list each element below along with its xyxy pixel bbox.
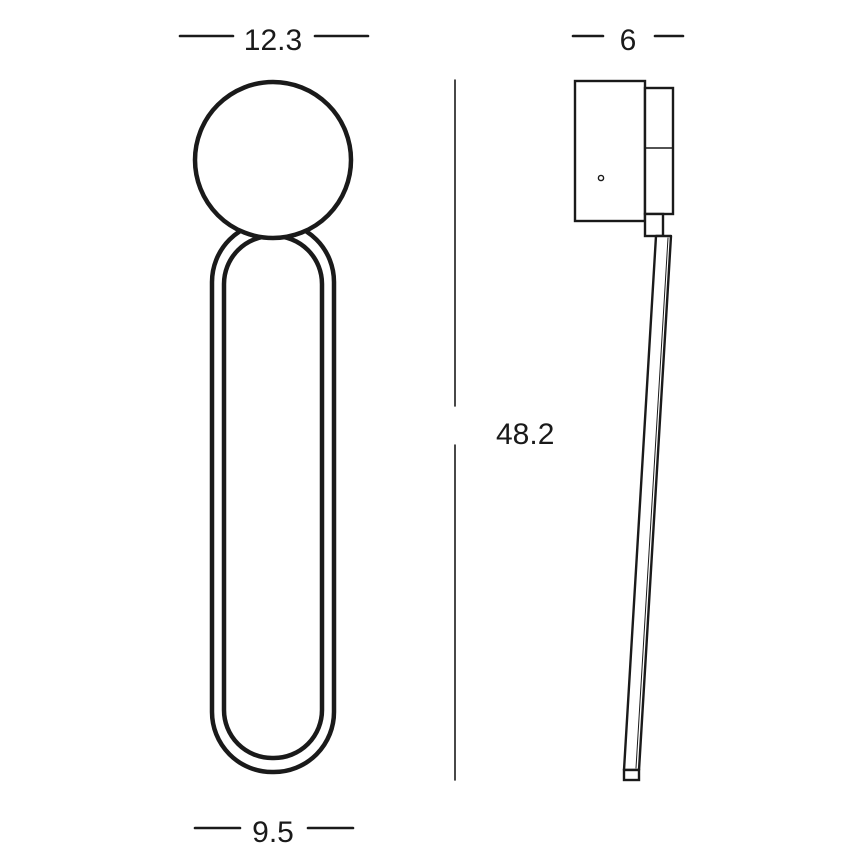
side-front-block bbox=[645, 88, 673, 214]
dim-bottom-front: 9.5 bbox=[252, 816, 294, 849]
side-arm bbox=[624, 236, 671, 770]
dim-height: 48.2 bbox=[496, 418, 554, 451]
side-arm-cap bbox=[624, 770, 639, 780]
dim-top-front: 12.3 bbox=[244, 24, 302, 57]
dim-top-side: 6 bbox=[620, 24, 637, 57]
front-globe bbox=[195, 82, 351, 238]
side-wall-plate bbox=[575, 81, 645, 221]
front-outer-frame bbox=[212, 222, 334, 772]
side-bracket bbox=[645, 214, 663, 236]
